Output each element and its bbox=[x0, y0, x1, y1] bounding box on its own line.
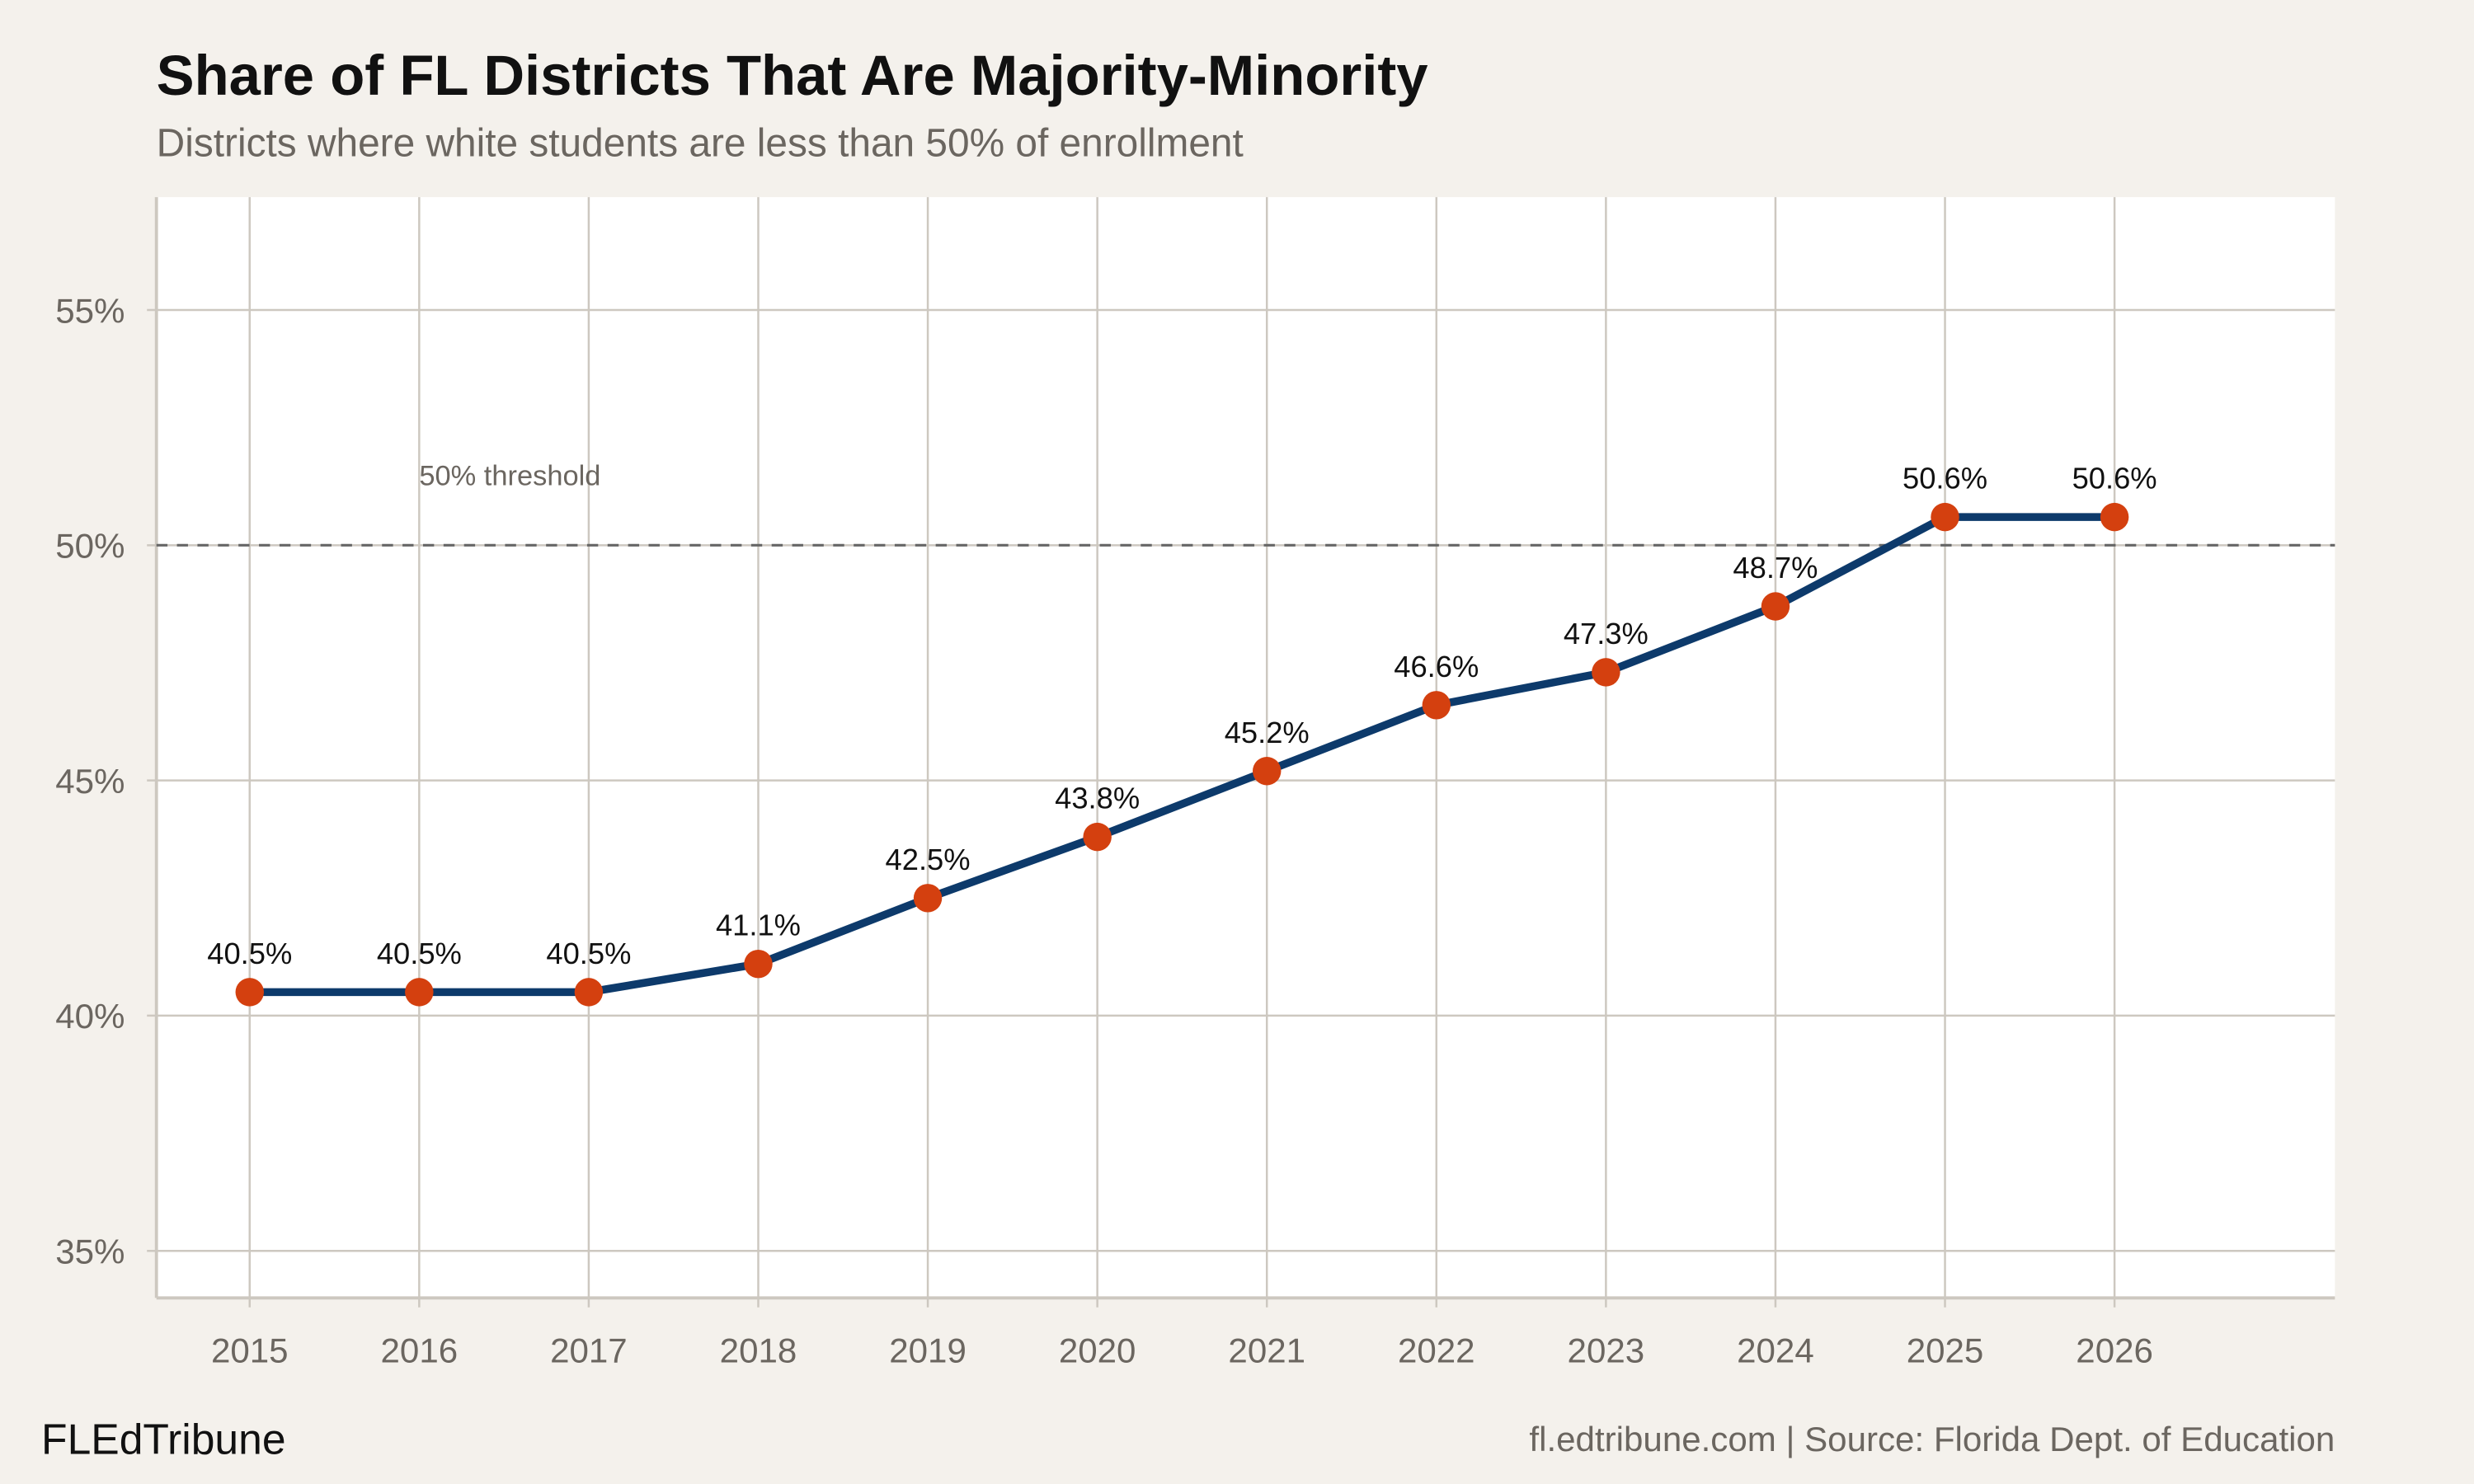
chart-title: Share of FL Districts That Are Majority-… bbox=[157, 44, 1428, 107]
x-tick-label: 2019 bbox=[889, 1331, 967, 1370]
data-point bbox=[1761, 592, 1790, 621]
y-tick-label: 35% bbox=[55, 1233, 125, 1271]
series: 40.5% 40.5% 40.5% 41.1% 42.5% 43.8% 45.2% 46.6%… bbox=[207, 462, 2157, 1007]
data-point bbox=[1253, 757, 1282, 786]
data-label: 50.6% bbox=[1903, 462, 1987, 495]
y-tick-label: 45% bbox=[55, 762, 125, 801]
data-label: 40.5% bbox=[207, 937, 292, 970]
data-label: 50.6% bbox=[2072, 462, 2157, 495]
footer-source: fl.edtribune.com | Source: Florida Dept.… bbox=[1529, 1420, 2335, 1458]
data-point bbox=[1422, 691, 1451, 720]
x-tick-label: 2025 bbox=[1907, 1331, 1984, 1370]
data-point bbox=[913, 884, 943, 913]
x-tick-label: 2024 bbox=[1737, 1331, 1814, 1370]
data-label: 47.3% bbox=[1564, 617, 1649, 650]
reference-line-group: 50% threshold bbox=[156, 461, 2335, 547]
threshold-label: 50% threshold bbox=[419, 461, 600, 492]
x-tick-label: 2015 bbox=[211, 1331, 289, 1370]
y-tick-label: 55% bbox=[55, 291, 125, 330]
data-label: 41.1% bbox=[716, 909, 801, 942]
data-point bbox=[235, 978, 264, 1007]
data-point bbox=[744, 949, 773, 979]
data-point bbox=[405, 978, 434, 1007]
y-tick-label: 40% bbox=[55, 997, 125, 1036]
x-tick-label: 2020 bbox=[1059, 1331, 1136, 1370]
series-line bbox=[249, 513, 2115, 997]
x-tick-label: 2022 bbox=[1398, 1331, 1475, 1370]
data-label: 48.7% bbox=[1733, 551, 1818, 585]
data-point bbox=[2100, 502, 2129, 532]
x-tick-label: 2018 bbox=[720, 1331, 797, 1370]
x-tick-label: 2021 bbox=[1228, 1331, 1305, 1370]
footer-brand: FLEdTribune bbox=[41, 1416, 286, 1463]
axes: 2015 2016 2017 2018 2019 2020 2021 2022 2023 2024… bbox=[55, 197, 2335, 1370]
data-point bbox=[1931, 502, 1959, 532]
data-label: 43.8% bbox=[1055, 782, 1140, 815]
plot-area bbox=[156, 197, 2335, 1298]
data-label: 40.5% bbox=[377, 937, 462, 970]
x-tick-label: 2016 bbox=[381, 1331, 459, 1370]
data-point bbox=[574, 978, 604, 1007]
chart-subtitle: Districts where white students are less … bbox=[157, 121, 1244, 165]
data-label: 46.6% bbox=[1394, 650, 1479, 683]
data-point bbox=[1083, 822, 1112, 852]
data-label: 42.5% bbox=[886, 843, 971, 876]
x-tick-label: 2017 bbox=[550, 1331, 628, 1370]
x-tick-label: 2026 bbox=[2076, 1331, 2153, 1370]
y-tick-label: 50% bbox=[55, 527, 125, 566]
data-label: 45.2% bbox=[1225, 716, 1310, 749]
x-tick-label: 2023 bbox=[1568, 1331, 1645, 1370]
data-point bbox=[1592, 658, 1620, 687]
data-label: 40.5% bbox=[546, 937, 631, 970]
